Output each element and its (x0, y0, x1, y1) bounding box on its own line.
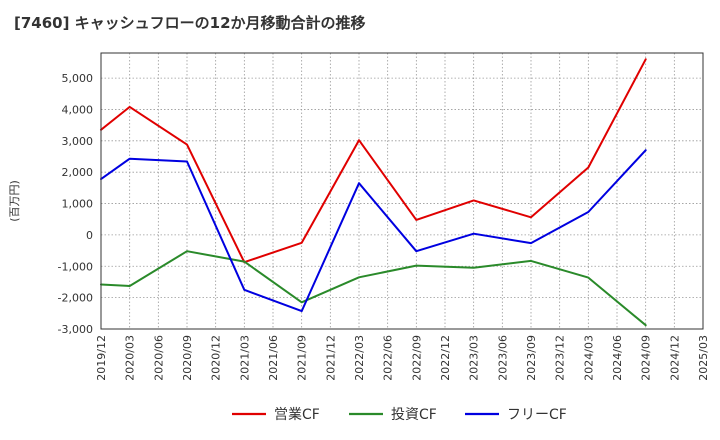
y-tick-label: -1,000 (58, 260, 93, 273)
x-tick-label: 2022/12 (439, 335, 452, 381)
x-tick-label: 2023/06 (496, 335, 509, 381)
x-tick-label: 2024/09 (640, 335, 653, 381)
x-tick-label: 2021/09 (296, 335, 309, 381)
legend-label-2: 投資CF (391, 407, 437, 423)
chart-title: [7460] キャッシュフローの12か月移動合計の推移 (14, 14, 366, 32)
x-tick-label: 2022/06 (382, 335, 395, 381)
x-tick-label: 2021/12 (324, 335, 337, 381)
y-tick-label: 3,000 (62, 135, 94, 148)
legend-label-3: フリーCF (507, 407, 567, 423)
x-tick-label: 2021/06 (267, 335, 280, 381)
y-tick-label: 2,000 (62, 166, 94, 179)
plot-border (100, 52, 704, 330)
x-tick-label: 2019/12 (95, 335, 108, 381)
y-tick-label: 1,000 (62, 198, 94, 211)
x-tick-label: 2023/12 (554, 335, 567, 381)
y-tick-label: -3,000 (58, 323, 93, 336)
legend: 営業CF 投資CF フリーCF (232, 407, 567, 423)
x-tick-label: 2022/03 (353, 335, 366, 381)
x-tick-label: 2020/12 (210, 335, 223, 381)
plot-background (101, 53, 703, 329)
y-tick-label: -2,000 (58, 292, 93, 305)
y-tick-label: 0 (86, 229, 93, 242)
y-tick-label: 5,000 (62, 72, 94, 85)
x-tick-label: 2023/03 (468, 335, 481, 381)
series-line-3 (100, 149, 647, 313)
x-tick-label: 2020/03 (124, 335, 137, 381)
x-tick-label: 2020/06 (152, 335, 165, 381)
series-lines (100, 58, 647, 327)
legend-label-1: 営業CF (274, 407, 320, 423)
x-tick-label: 2022/09 (410, 335, 423, 381)
x-tick-label: 2025/03 (697, 335, 710, 381)
plot-area (101, 53, 703, 329)
x-tick-label: 2024/12 (668, 335, 681, 381)
axes: -3,000 -2,000 -1,000 0 1,000 2,000 3,000 4,000 5… (8, 52, 710, 381)
series-line-2 (100, 250, 647, 327)
series-line-1 (100, 58, 647, 264)
x-tick-label: 2024/03 (582, 335, 595, 381)
x-tick-label: 2020/09 (181, 335, 194, 381)
x-tick-label: 2021/03 (238, 335, 251, 381)
y-tick-label: 4,000 (62, 103, 94, 116)
x-tick-label: 2024/06 (611, 335, 624, 381)
y-axis-label: (百万円) (8, 180, 21, 222)
x-tick-label: 2023/09 (525, 335, 538, 381)
